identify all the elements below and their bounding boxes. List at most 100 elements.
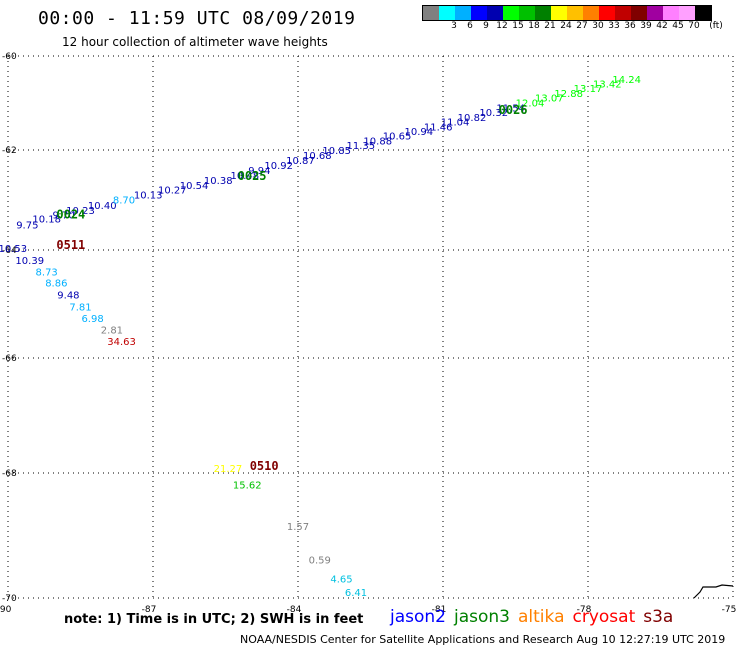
colorbar-swatch xyxy=(599,6,615,20)
colorbar-label: 12 xyxy=(496,21,508,31)
legend-entry-s3a: s3a xyxy=(643,607,674,627)
wave-height-value: 11.54 xyxy=(496,103,525,114)
wave-height-value: 9.48 xyxy=(57,291,79,302)
wave-height-value: 10.32 xyxy=(479,108,508,119)
wave-height-value: 8.86 xyxy=(45,279,67,290)
wave-height-value: 10.68 xyxy=(303,151,332,162)
colorbar-swatch xyxy=(631,6,647,20)
wave-height-value: 13.17 xyxy=(574,84,603,95)
lon-tick-label: -84 xyxy=(287,605,302,615)
colorbar-swatch xyxy=(487,6,503,20)
colorbar-swatch xyxy=(519,6,535,20)
wave-height-value: 10.13 xyxy=(134,191,163,202)
lat-tick-label: -70 xyxy=(2,594,17,604)
colorbar-label: 30 xyxy=(592,21,604,31)
legend-entry-cryosat: cryosat xyxy=(572,607,636,627)
page-title: 00:00 - 11:59 UTC 08/09/2019 xyxy=(38,8,356,29)
coastline-path xyxy=(693,584,734,599)
wave-height-value: 10.92 xyxy=(264,161,293,172)
wave-height-value: 6.41 xyxy=(345,588,367,599)
footer-credit: NOAA/NESDIS Center for Satellite Applica… xyxy=(240,633,726,646)
pass-labels: 0024 0025 0026 0511 0510 xyxy=(56,103,527,473)
wave-height-value: 11.35 xyxy=(347,141,376,152)
colorbar-swatch xyxy=(567,6,583,20)
colorbar-label: 3 xyxy=(451,21,457,31)
wave-height-value: 11.04 xyxy=(441,118,470,129)
wave-height-value: 10.40 xyxy=(88,201,117,212)
colorbar-swatch xyxy=(535,6,551,20)
colorbar-swatch xyxy=(471,6,487,20)
pass-id-label: 0511 xyxy=(56,238,85,252)
wave-height-value: 13.42 xyxy=(593,79,622,90)
pass-id-label: 0024 xyxy=(56,208,85,222)
wave-height-value: 10.39 xyxy=(15,256,44,267)
legend-entry-jason2: jason2 xyxy=(390,607,446,627)
wave-height-value: 10.38 xyxy=(204,176,233,187)
colorbar-swatch xyxy=(583,6,599,20)
wave-height-value: 0.59 xyxy=(309,556,331,567)
note-text: note: 1) Time is in UTC; 2) SWH is in fe… xyxy=(64,612,364,627)
wave-height-value: 11.46 xyxy=(424,122,453,133)
wave-height-colorbar xyxy=(422,5,712,21)
colorbar-label: 15 xyxy=(512,21,524,31)
lat-lon-grid xyxy=(7,55,734,599)
colorbar-label: 27 xyxy=(576,21,588,31)
wave-height-value: 21.27 xyxy=(214,464,243,475)
pass-id-label: 0026 xyxy=(499,103,528,117)
colorbar-label: 39 xyxy=(640,21,652,31)
wave-height-value: 34.63 xyxy=(107,337,136,348)
lat-tick-label: -60 xyxy=(2,52,17,62)
pass-id-label: 0025 xyxy=(238,169,267,183)
coastline xyxy=(693,584,734,599)
lon-tick-label: -87 xyxy=(142,605,157,615)
wave-height-value: 15.62 xyxy=(233,481,262,492)
lat-tick-label: -68 xyxy=(2,469,17,479)
lat-tick-label: -62 xyxy=(2,146,17,156)
wave-height-value: 12.04 xyxy=(516,98,545,109)
wave-height-value: 10.18 xyxy=(32,215,61,226)
wave-height-value: 10.94 xyxy=(405,127,434,138)
lat-tick-label: -66 xyxy=(2,354,17,364)
wave-height-value: 12.88 xyxy=(554,89,583,100)
colorbar-swatch xyxy=(439,6,455,20)
wave-height-value: 9.75 xyxy=(16,221,38,232)
colorbar-label: 42 xyxy=(656,21,668,31)
colorbar-swatch xyxy=(503,6,519,20)
wave-height-value: 13.07 xyxy=(535,94,564,105)
colorbar-label: 33 xyxy=(608,21,620,31)
colorbar-label: 70 xyxy=(688,21,700,31)
colorbar-swatch xyxy=(647,6,663,20)
colorbar-swatch xyxy=(663,6,679,20)
lon-tick-label: -75 xyxy=(722,605,737,615)
wave-height-value: 10.85 xyxy=(322,146,351,157)
lon-tick-label: -90 xyxy=(0,605,12,615)
wave-height-value: 2.81 xyxy=(101,326,123,337)
colorbar-label: 6 xyxy=(467,21,473,31)
wave-height-value: 8.73 xyxy=(36,267,58,278)
colorbar-swatch xyxy=(423,6,439,20)
colorbar-label: 9 xyxy=(483,21,489,31)
wave-height-value: 10.87 xyxy=(286,156,315,167)
colorbar-swatch xyxy=(455,6,471,20)
wave-height-value: 9.94 xyxy=(248,166,270,177)
colorbar-label: 21 xyxy=(544,21,556,31)
colorbar-label: 36 xyxy=(624,21,636,31)
lat-tick-label: -64 xyxy=(2,246,17,256)
colorbar-swatch xyxy=(615,6,631,20)
lon-tick-label: -78 xyxy=(577,605,592,615)
wave-height-value: 10.54 xyxy=(180,181,209,192)
wave-height-value: 4.65 xyxy=(330,574,352,585)
colorbar-swatch xyxy=(695,6,711,20)
legend-entry-altika: altika xyxy=(518,607,565,627)
wave-height-labels: 9.7510.189.7010.2310.408.7010.1310.2710.… xyxy=(0,75,641,599)
wave-height-value: 10.65 xyxy=(383,132,412,143)
wave-height-value: 7.81 xyxy=(69,302,91,313)
wave-height-value: 10.27 xyxy=(158,186,187,197)
colorbar-swatch xyxy=(679,6,695,20)
axis-tick-labels: -90 -87 -84 -81 -78 -75 -60 -62 -64 -66 -68 -70 xyxy=(0,52,736,615)
wave-height-value: 8.70 xyxy=(113,196,135,207)
legend-entry-jason3: jason3 xyxy=(454,607,510,627)
wave-height-value: 10.48 xyxy=(231,171,260,182)
wave-height-value: 10.23 xyxy=(66,206,95,217)
